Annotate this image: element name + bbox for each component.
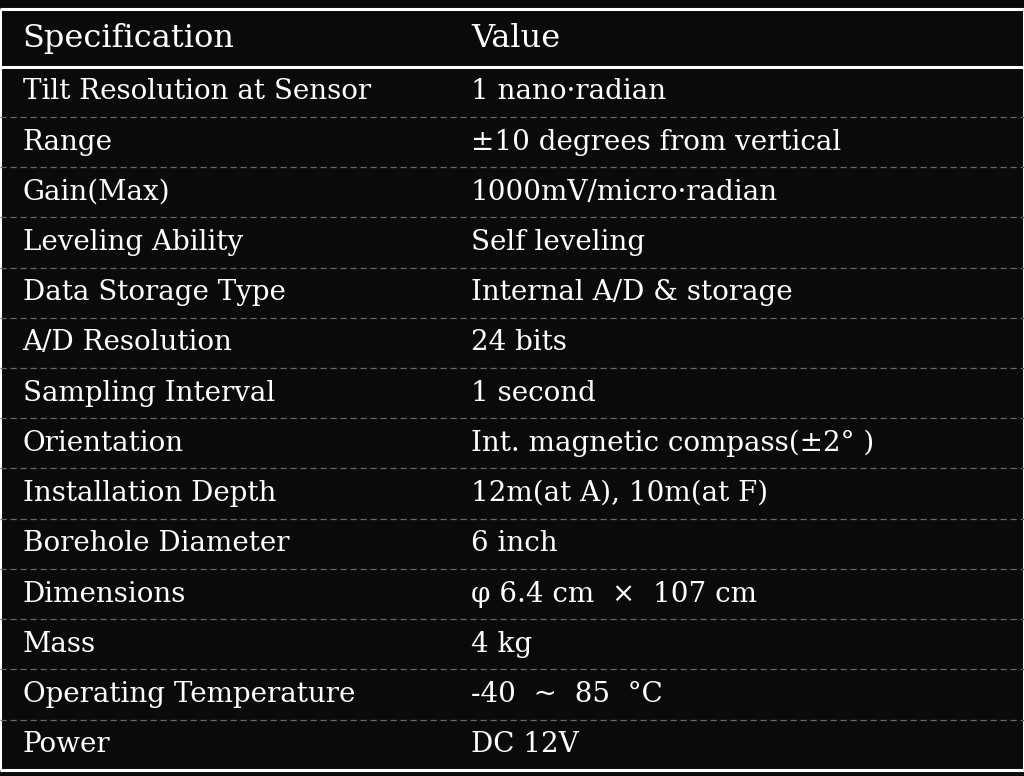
Text: 1 nano·radian: 1 nano·radian [471,78,667,106]
Text: ±10 degrees from vertical: ±10 degrees from vertical [471,129,842,155]
Text: 1 second: 1 second [471,379,596,407]
Text: Internal A/D & storage: Internal A/D & storage [471,279,793,307]
Text: Int. magnetic compass(±2° ): Int. magnetic compass(±2° ) [471,430,874,457]
Text: 4 kg: 4 kg [471,631,532,658]
Text: Leveling Ability: Leveling Ability [23,229,243,256]
Text: Borehole Diameter: Borehole Diameter [23,530,289,557]
Text: Self leveling: Self leveling [471,229,645,256]
Text: 12m(at A), 10m(at F): 12m(at A), 10m(at F) [471,480,768,507]
Text: -40  ~  85  °C: -40 ~ 85 °C [471,681,663,708]
Text: Dimensions: Dimensions [23,580,186,608]
Text: φ 6.4 cm  ×  107 cm: φ 6.4 cm × 107 cm [471,580,757,608]
Text: Value: Value [471,23,560,54]
Text: 1000mV/micro·radian: 1000mV/micro·radian [471,178,778,206]
Text: Orientation: Orientation [23,430,183,457]
Text: Mass: Mass [23,631,95,658]
Text: Sampling Interval: Sampling Interval [23,379,274,407]
Text: DC 12V: DC 12V [471,731,579,758]
Text: Operating Temperature: Operating Temperature [23,681,355,708]
Text: Power: Power [23,731,111,758]
Text: Specification: Specification [23,23,234,54]
Text: Tilt Resolution at Sensor: Tilt Resolution at Sensor [23,78,371,106]
Text: Installation Depth: Installation Depth [23,480,275,507]
Text: Range: Range [23,129,113,155]
Text: Gain(Max): Gain(Max) [23,178,170,206]
Text: A/D Resolution: A/D Resolution [23,330,232,356]
Text: 6 inch: 6 inch [471,530,558,557]
Text: Data Storage Type: Data Storage Type [23,279,286,307]
Text: 24 bits: 24 bits [471,330,567,356]
